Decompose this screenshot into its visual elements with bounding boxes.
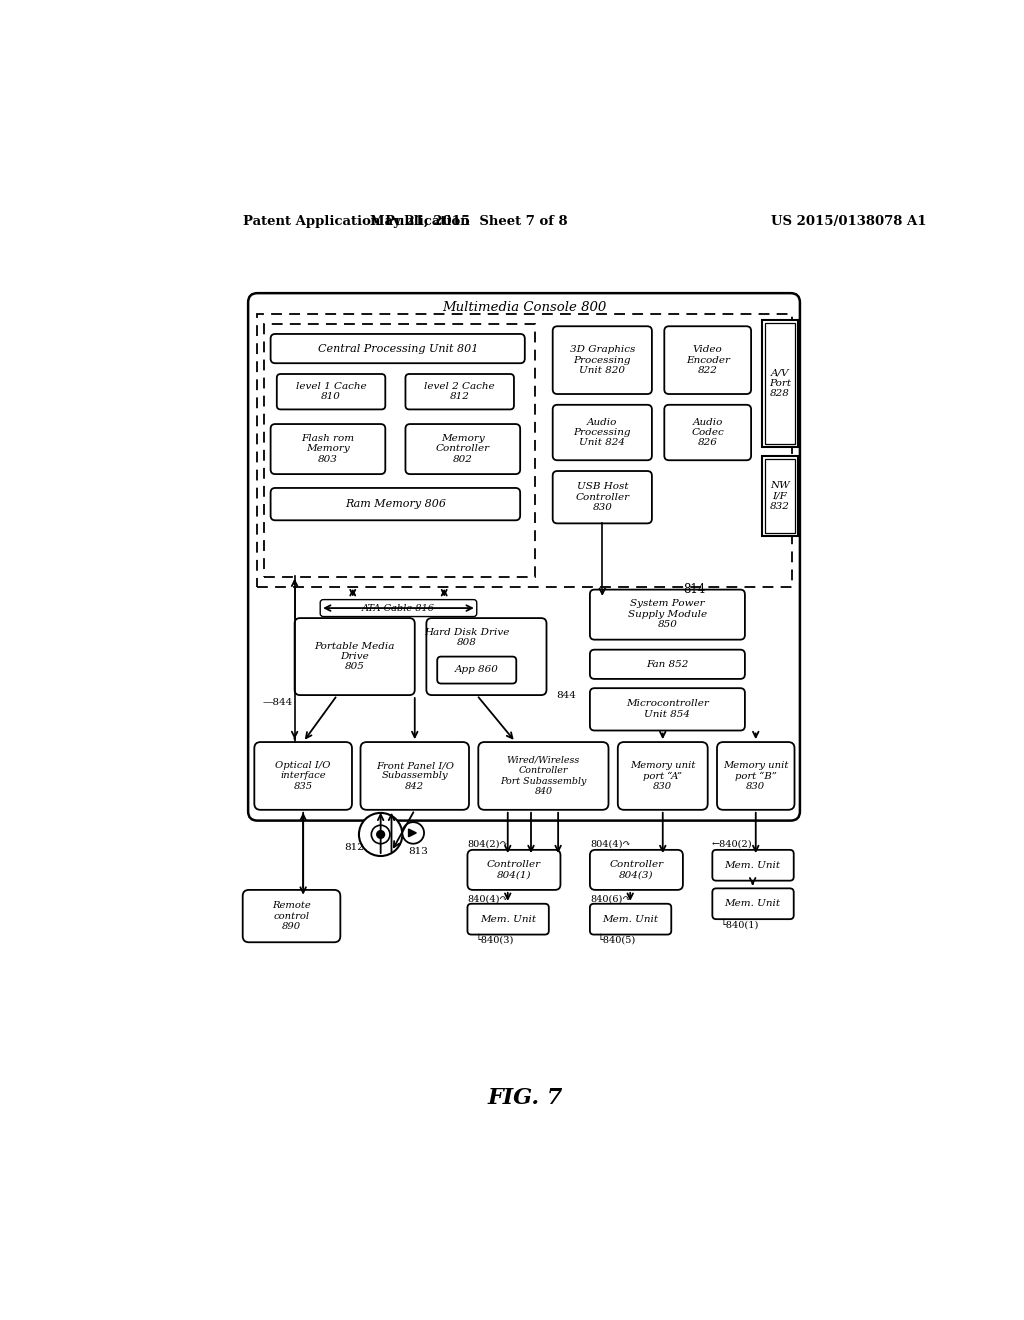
Circle shape — [359, 813, 402, 857]
FancyBboxPatch shape — [553, 326, 652, 395]
FancyBboxPatch shape — [406, 374, 514, 409]
FancyBboxPatch shape — [270, 424, 385, 474]
Text: Ram Memory 806: Ram Memory 806 — [345, 499, 445, 510]
FancyBboxPatch shape — [590, 850, 683, 890]
FancyBboxPatch shape — [467, 850, 560, 890]
Text: Mem. Unit: Mem. Unit — [602, 915, 658, 924]
Text: Remote
control
890: Remote control 890 — [272, 902, 311, 931]
Text: US 2015/0138078 A1: US 2015/0138078 A1 — [771, 215, 927, 228]
Text: Mem. Unit: Mem. Unit — [725, 899, 780, 908]
Text: Mem. Unit: Mem. Unit — [480, 915, 536, 924]
Text: Memory unit
port “A”
830: Memory unit port “A” 830 — [630, 760, 695, 791]
Text: 813: 813 — [409, 847, 428, 855]
Text: └840(3): └840(3) — [475, 933, 514, 945]
Text: App 860: App 860 — [455, 665, 499, 675]
Text: Microcontroller
Unit 854: Microcontroller Unit 854 — [626, 700, 709, 718]
FancyBboxPatch shape — [248, 293, 800, 821]
FancyBboxPatch shape — [406, 424, 520, 474]
FancyBboxPatch shape — [467, 904, 549, 935]
FancyBboxPatch shape — [590, 688, 744, 730]
Bar — [765, 323, 795, 444]
Text: level 1 Cache
810: level 1 Cache 810 — [296, 381, 367, 401]
Text: ATA Cable 816: ATA Cable 816 — [361, 603, 435, 612]
FancyBboxPatch shape — [717, 742, 795, 810]
FancyBboxPatch shape — [270, 334, 524, 363]
Text: USB Host
Controller
830: USB Host Controller 830 — [575, 482, 630, 512]
Circle shape — [402, 822, 424, 843]
FancyBboxPatch shape — [254, 742, 352, 810]
Text: └840(1): └840(1) — [720, 919, 759, 929]
Text: Portable Media
Drive
805: Portable Media Drive 805 — [314, 642, 394, 672]
Bar — [765, 459, 795, 533]
Text: └840(5): └840(5) — [598, 933, 636, 945]
Text: Memory
Controller
802: Memory Controller 802 — [436, 434, 489, 463]
Text: Optical I/O
interface
835: Optical I/O interface 835 — [275, 762, 331, 791]
Text: May 21, 2015  Sheet 7 of 8: May 21, 2015 Sheet 7 of 8 — [371, 215, 568, 228]
Circle shape — [377, 830, 385, 838]
Text: Controller
804(1): Controller 804(1) — [486, 861, 541, 879]
Text: Hard Disk Drive
808: Hard Disk Drive 808 — [424, 627, 509, 647]
FancyBboxPatch shape — [665, 326, 751, 395]
FancyBboxPatch shape — [437, 656, 516, 684]
Text: 814: 814 — [683, 583, 706, 597]
FancyBboxPatch shape — [321, 599, 477, 616]
FancyBboxPatch shape — [553, 471, 652, 524]
Text: Patent Application Publication: Patent Application Publication — [243, 215, 469, 228]
FancyBboxPatch shape — [590, 590, 744, 640]
Polygon shape — [409, 829, 417, 837]
Text: 804(4)↷: 804(4)↷ — [590, 840, 631, 849]
Text: Mem. Unit: Mem. Unit — [725, 861, 780, 870]
Text: 812: 812 — [344, 843, 365, 851]
Text: A/V
Port
828: A/V Port 828 — [769, 368, 791, 399]
FancyBboxPatch shape — [617, 742, 708, 810]
Circle shape — [372, 825, 390, 843]
FancyBboxPatch shape — [713, 850, 794, 880]
Text: —844: —844 — [262, 698, 292, 708]
FancyBboxPatch shape — [243, 890, 340, 942]
FancyBboxPatch shape — [553, 405, 652, 461]
Text: Video
Encoder
822: Video Encoder 822 — [686, 346, 730, 375]
Text: Flash rom
Memory
803: Flash rom Memory 803 — [301, 434, 354, 463]
Text: 844: 844 — [557, 690, 577, 700]
Text: 804(2)↷: 804(2)↷ — [467, 840, 508, 849]
Text: Memory unit
port “B”
830: Memory unit port “B” 830 — [723, 760, 788, 791]
Text: ←840(2): ←840(2) — [712, 840, 753, 849]
FancyBboxPatch shape — [713, 888, 794, 919]
Text: Fan 852: Fan 852 — [646, 660, 688, 669]
Text: Central Processing Unit 801: Central Processing Unit 801 — [317, 343, 478, 354]
Text: 840(4)↷: 840(4)↷ — [467, 895, 508, 904]
Text: FIG. 7: FIG. 7 — [487, 1086, 562, 1109]
FancyBboxPatch shape — [295, 618, 415, 696]
Text: Audio
Codec
826: Audio Codec 826 — [691, 417, 724, 447]
Text: 3D Graphics
Processing
Unit 820: 3D Graphics Processing Unit 820 — [569, 346, 635, 375]
FancyBboxPatch shape — [590, 904, 672, 935]
Text: Controller
804(3): Controller 804(3) — [609, 861, 664, 879]
Bar — [263, 323, 535, 577]
Text: Front Panel I/O
Subassembly
842: Front Panel I/O Subassembly 842 — [376, 762, 454, 791]
FancyBboxPatch shape — [590, 649, 744, 678]
FancyBboxPatch shape — [665, 405, 751, 461]
Text: Audio
Processing
Unit 824: Audio Processing Unit 824 — [573, 417, 631, 447]
Bar — [257, 314, 793, 587]
FancyBboxPatch shape — [426, 618, 547, 696]
Text: level 2 Cache
812: level 2 Cache 812 — [424, 381, 495, 401]
Text: NW
I/F
832: NW I/F 832 — [770, 480, 790, 511]
FancyBboxPatch shape — [276, 374, 385, 409]
Text: Multimedia Console 800: Multimedia Console 800 — [442, 301, 606, 314]
Bar — [762, 455, 798, 536]
Text: Wired/Wireless
Controller
Port Subassembly
840: Wired/Wireless Controller Port Subassemb… — [500, 756, 587, 796]
FancyBboxPatch shape — [360, 742, 469, 810]
Text: 840(6)↷: 840(6)↷ — [590, 895, 631, 904]
Bar — [762, 321, 798, 447]
Text: System Power
Supply Module
850: System Power Supply Module 850 — [628, 599, 707, 630]
FancyBboxPatch shape — [478, 742, 608, 810]
FancyBboxPatch shape — [270, 488, 520, 520]
